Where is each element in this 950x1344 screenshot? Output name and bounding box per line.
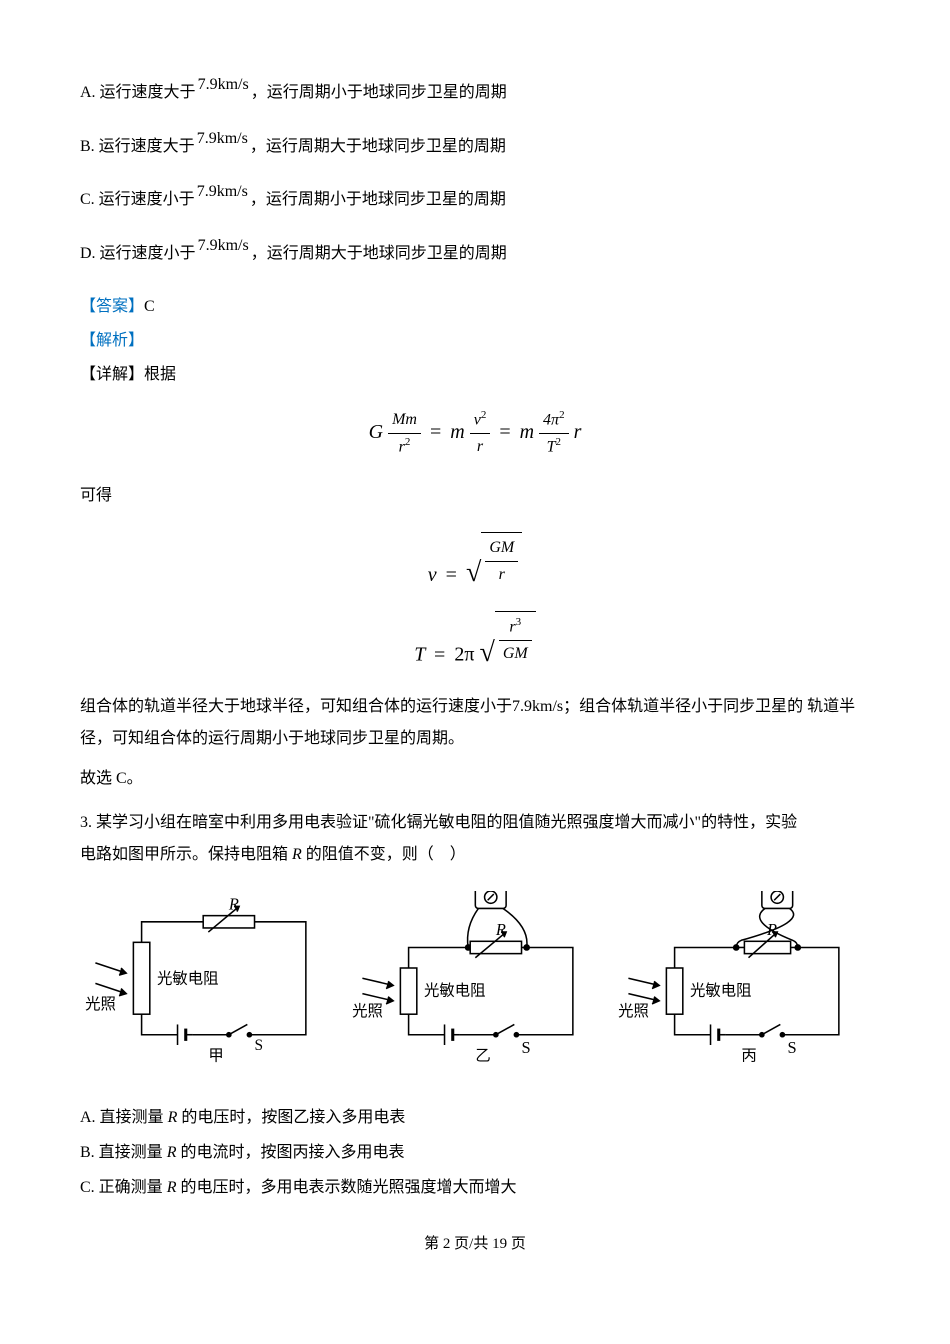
option-a: A. 运行速度大于 7.9km/s ，运行周期小于地球同步卫星的周期 [80,80,870,106]
q3-option-c: C. 正确测量 R 的电压时，多用电表示数随光照强度增大而增大 [80,1174,870,1203]
q3-text: 3. 某学习小组在暗室中利用多用电表验证"硫化镉光敏电阻的阻值随光照强度增大而减… [80,807,870,871]
formula1-m1: m [450,421,464,443]
answer-section: 【答案】C [80,294,870,320]
answer-value: C [144,298,155,315]
explanation-paragraph: 组合体的轨道半径大于地球半径，可知组合体的运行速度小于7.9km/s；组合体轨道… [80,691,870,755]
formula1-4pi: 4π [543,411,559,428]
option-c-suffix: ，运行周期小于地球同步卫星的周期 [250,187,506,213]
diagram-s-label: S [521,1038,530,1057]
option-c-prefix: C. 运行速度小于 [80,187,195,213]
formula1-t2: T [547,438,556,455]
conclusion: 故选 C。 [80,763,870,795]
analysis-label: 【解析】 [80,328,870,354]
formula3-2pi: 2π [454,644,474,666]
formula3-t: T [414,644,425,666]
formula3-gm: GM [499,641,532,667]
formula-1: G Mm r2 = m v2 r = m 4π2 T2 r [80,407,870,460]
formula2-eq: = [446,564,457,586]
option-c: C. 运行速度小于 7.9km/s ，运行周期小于地球同步卫星的周期 [80,187,870,213]
formula1-mm: Mm [392,411,417,428]
q3-option-b-prefix: B. 直接测量 [80,1144,167,1161]
option-b-prefix: B. 运行速度大于 [80,134,195,160]
diagram-light-label: 光照 [85,995,116,1013]
option-d: D. 运行速度小于 7.9km/s ，运行周期大于地球同步卫星的周期 [80,241,870,267]
explanation-speed: 7.9km/s [512,698,563,715]
diagram-s-label: S [255,1037,264,1054]
q3-option-c-suffix: 的电压时，多用电表示数随光照强度增大而增大 [176,1179,516,1196]
option-d-speed: 7.9km/s [198,233,249,259]
diagram-r-label: R [766,920,777,939]
q3-text-a: 3. 某学习小组在暗室中利用多用电表验证"硫化镉光敏电阻的阻值随光照强度增大而减… [80,814,797,831]
option-d-prefix: D. 运行速度小于 [80,241,196,267]
formula1-m2: m [520,421,534,443]
explanation-p1b: ；组合体轨道半径小于同步卫星的 [563,698,803,715]
diagram-jia-label: 甲 [208,1047,223,1064]
formula1-r-end: r [574,421,582,443]
q3-option-c-prefix: C. 正确测量 [80,1179,167,1196]
detail-label: 【详解】根据 [80,362,870,388]
diagram-bing-label: 丙 [742,1047,757,1064]
option-b-suffix: ，运行周期大于地球同步卫星的周期 [250,134,506,160]
formula1-r: r [470,434,491,460]
formula1-eq2: = [499,421,510,443]
formula2-r: r [485,562,518,588]
q3-option-c-r: R [167,1179,177,1196]
diagram-photoresistor-label: 光敏电阻 [424,981,486,999]
q3-r: R [292,846,302,863]
diagram-s-label: S [788,1038,797,1057]
option-a-prefix: A. 运行速度大于 [80,80,196,106]
q3-option-a-r: R [168,1109,178,1126]
formula1-eq1: = [430,421,441,443]
q3-text-c: 的阻值不变，则（ ） [302,846,466,863]
q3-option-b: B. 直接测量 R 的电流时，按图丙接入多用电表 [80,1139,870,1168]
q3-option-a: A. 直接测量 R 的电压时，按图乙接入多用电表 [80,1104,870,1133]
formula-3: T = 2π √ r3 GM [80,611,870,671]
q3-option-b-suffix: 的电流时，按图丙接入多用电表 [176,1144,404,1161]
diagram-photoresistor-label: 光敏电阻 [690,981,752,999]
q3-option-b-r: R [167,1144,177,1161]
diagram-light-label: 光照 [618,1002,649,1020]
formula1-g: G [369,421,383,443]
circuit-jia-svg: R 光照 光敏电阻 甲 S [80,891,337,1076]
option-d-suffix: ，运行周期大于地球同步卫星的周期 [251,241,507,267]
option-b-speed: 7.9km/s [197,126,248,152]
diagram-jia: R 光照 光敏电阻 甲 S [80,891,337,1084]
option-c-speed: 7.9km/s [197,179,248,205]
option-b: B. 运行速度大于 7.9km/s ，运行周期大于地球同步卫星的周期 [80,134,870,160]
formula2-v: v [428,564,437,586]
q3-option-a-suffix: 的电压时，按图乙接入多用电表 [177,1109,405,1126]
explanation-p1a: 组合体的轨道半径大于地球半径，可知组合体的运行速度小于 [80,698,512,715]
option-a-suffix: ，运行周期小于地球同步卫星的周期 [251,80,507,106]
q3-option-a-prefix: A. 直接测量 [80,1109,168,1126]
option-a-speed: 7.9km/s [198,72,249,98]
circuit-yi-svg: R 光照 光敏电阻 乙 S [347,891,604,1076]
kede-label: 可得 [80,480,870,512]
diagram-yi-label: 乙 [475,1047,490,1064]
diagram-bing: R 光照 光敏电阻 丙 S [613,891,870,1084]
circuit-diagrams: R 光照 光敏电阻 甲 S [80,891,870,1084]
formula2-gm: GM [485,535,518,562]
diagram-photoresistor-label: 光敏电阻 [157,969,219,987]
page-footer: 第 2 页/共 19 页 [80,1232,870,1256]
q3-text-b: 电路如图甲所示。保持电阻箱 [80,846,292,863]
diagram-light-label: 光照 [352,1002,383,1020]
answer-label: 【答案】 [80,298,144,315]
diagram-r-label: R [495,920,506,939]
diagram-r-label: R [228,894,239,913]
formula1-v2: v [474,412,481,429]
diagram-yi: R 光照 光敏电阻 乙 S [347,891,604,1084]
formula3-eq: = [434,644,445,666]
circuit-bing-svg: R 光照 光敏电阻 丙 S [613,891,870,1076]
formula-2: v = √ GM r [80,532,870,591]
